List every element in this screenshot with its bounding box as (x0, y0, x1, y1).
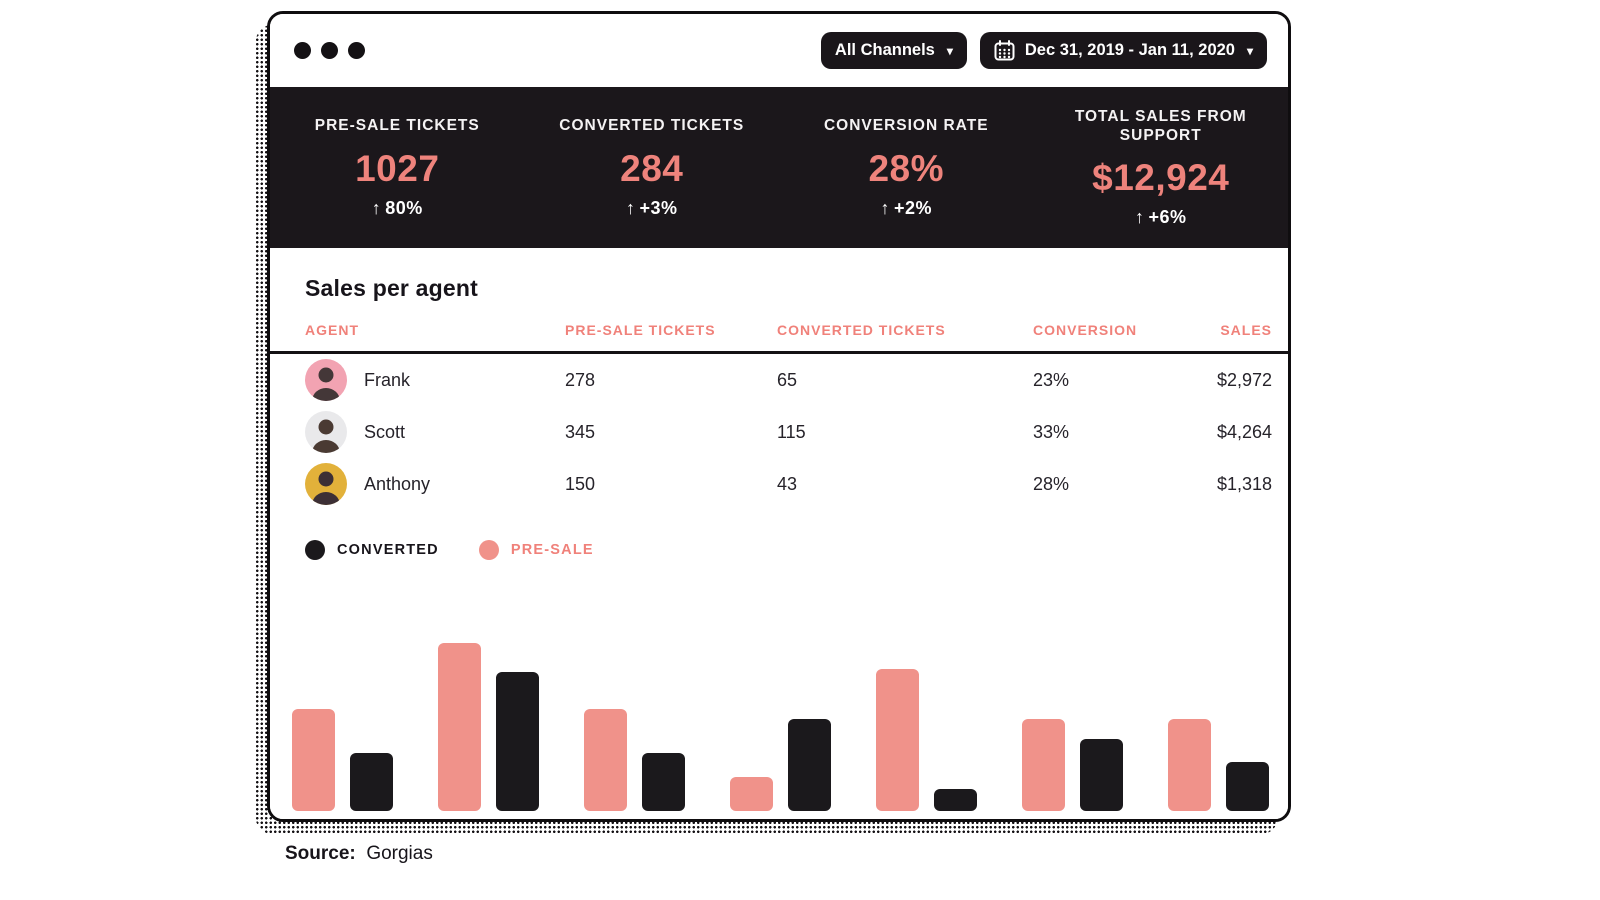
converted-bar (496, 672, 539, 811)
presale-bar (1022, 719, 1065, 811)
date-range-dropdown[interactable]: Dec 31, 2019 - Jan 11, 2020 ▾ (979, 32, 1267, 69)
agent-bar-chart (270, 639, 1288, 811)
stat-value: 1027 (355, 147, 440, 189)
channel-filter-dropdown[interactable]: All Channels ▾ (820, 32, 967, 69)
stat-label: PRE-SALE TICKETS (314, 117, 480, 135)
agent-name: Frank (364, 369, 411, 390)
legend-item-presale: PRE-SALE (478, 540, 594, 560)
stat-value: 284 (620, 147, 684, 189)
presale-bar (292, 709, 335, 811)
window-dot-icon[interactable] (321, 42, 338, 59)
dashboard-window: All Channels ▾ (267, 11, 1291, 822)
stat-label: CONVERSION RATE (823, 117, 989, 135)
avatar (305, 411, 347, 453)
table-row: Scott 345 115 33% $4,264 (270, 406, 1288, 458)
chevron-down-icon: ▾ (946, 43, 953, 58)
legend-dot-icon (478, 540, 499, 560)
presale-bar (1168, 719, 1211, 811)
stat-label: TOTAL SALES FROM SUPPORT (1074, 107, 1247, 144)
chevron-down-icon: ▾ (1246, 43, 1253, 58)
column-header-sales: SALES (1220, 322, 1272, 338)
topbar-controls: All Channels ▾ (820, 32, 1267, 69)
bar-group (1168, 719, 1269, 811)
cell-sales: $4,264 (1216, 421, 1272, 442)
stat-conversion-rate: CONVERSION RATE 28% ↑ +2% (779, 87, 1034, 248)
bar-group (1022, 719, 1123, 811)
stat-converted-tickets: CONVERTED TICKETS 284 ↑ +3% (525, 87, 780, 248)
page-title: Sales per agent (305, 275, 479, 301)
legend-item-converted: CONVERTED (305, 540, 439, 560)
stat-total-sales: TOTAL SALES FROM SUPPORT $12,924 ↑ +6% (1034, 87, 1289, 248)
window-dot-icon[interactable] (294, 42, 311, 59)
table-header-divider (270, 351, 1288, 354)
window-dot-icon[interactable] (348, 42, 365, 59)
kpi-stats-band: PRE-SALE TICKETS 1027 ↑ 80% CONVERTED TIC… (270, 87, 1288, 248)
cell-presale: 345 (565, 421, 596, 442)
chart-legend: CONVERTED PRE-SALE (305, 540, 1288, 560)
avatar (305, 463, 347, 505)
channel-filter-label: All Channels (834, 41, 935, 59)
converted-bar (350, 753, 393, 811)
cell-converted: 115 (777, 421, 806, 442)
presale-bar (876, 669, 919, 811)
cell-conversion: 33% (1033, 421, 1070, 442)
stat-value: 28% (868, 147, 945, 189)
column-header-converted: CONVERTED TICKETS (777, 322, 946, 338)
cell-sales: $2,972 (1216, 369, 1272, 390)
column-header-presale: PRE-SALE TICKETS (565, 322, 716, 338)
converted-bar (788, 719, 831, 811)
table-row: Frank 278 65 23% $2,972 (270, 354, 1288, 406)
presale-bar (584, 709, 627, 811)
cell-converted: 65 (777, 369, 798, 390)
agent-name: Anthony (364, 473, 431, 494)
bar-group (584, 709, 685, 811)
presale-bar (730, 777, 773, 811)
converted-bar (934, 789, 977, 811)
bar-group (730, 719, 831, 811)
table-body: Frank 278 65 23% $2,972 Scott 345 11 (270, 354, 1288, 510)
window-controls (294, 42, 365, 59)
legend-label: CONVERTED (337, 542, 439, 558)
bar-group (292, 709, 393, 811)
column-header-conversion: CONVERSION (1033, 322, 1138, 338)
stat-change: ↑ +3% (625, 197, 678, 218)
bar-group (876, 669, 977, 811)
cell-conversion: 23% (1033, 369, 1070, 390)
table-header-row: AGENT PRE-SALE TICKETS CONVERTED TICKETS… (270, 322, 1288, 351)
source-attribution: Source: Gorgias (285, 843, 433, 865)
calendar-icon (994, 40, 1015, 61)
source-name: Gorgias (366, 843, 433, 864)
cell-converted: 43 (777, 473, 798, 494)
up-arrow-icon: ↑ (371, 197, 382, 218)
avatar (305, 359, 347, 401)
agent-name: Scott (364, 421, 406, 442)
presale-bar (438, 643, 481, 811)
stat-change: ↑ +2% (880, 197, 933, 218)
converted-bar (642, 753, 685, 811)
source-label: Source: (285, 843, 356, 864)
cell-conversion: 28% (1033, 473, 1070, 494)
up-arrow-icon: ↑ (880, 197, 890, 218)
column-header-agent: AGENT (305, 322, 359, 338)
stat-change: ↑ 80% (371, 197, 423, 218)
legend-dot-icon (305, 540, 325, 560)
table-row: Anthony 150 43 28% $1,318 (270, 458, 1288, 510)
stat-value: $12,924 (1092, 157, 1230, 199)
date-range-label: Dec 31, 2019 - Jan 11, 2020 (1024, 41, 1235, 59)
window-titlebar: All Channels ▾ (270, 14, 1288, 87)
content-panel: Sales per agent AGENT PRE-SALE TICKETS C… (270, 248, 1288, 819)
stat-change: ↑ +6% (1134, 207, 1187, 228)
stat-label: CONVERTED TICKETS (559, 117, 745, 135)
converted-bar (1080, 739, 1123, 811)
legend-label: PRE-SALE (510, 542, 594, 558)
up-arrow-icon: ↑ (1134, 207, 1145, 228)
up-arrow-icon: ↑ (625, 197, 636, 218)
cell-presale: 150 (565, 473, 596, 494)
bar-group (438, 643, 539, 811)
stat-presale-tickets: PRE-SALE TICKETS 1027 ↑ 80% (270, 87, 525, 248)
cell-presale: 278 (565, 369, 596, 390)
converted-bar (1226, 762, 1269, 811)
cell-sales: $1,318 (1216, 473, 1272, 494)
